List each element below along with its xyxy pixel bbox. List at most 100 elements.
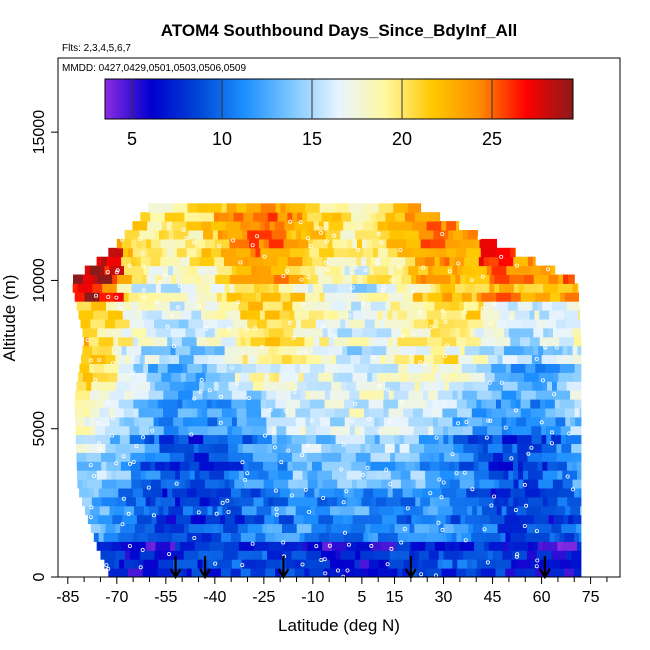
heat-cell bbox=[506, 319, 523, 329]
heat-cell bbox=[553, 514, 564, 525]
heat-cell bbox=[541, 443, 557, 453]
heat-cell bbox=[293, 514, 305, 525]
heat-cell bbox=[73, 274, 84, 284]
sample-point bbox=[437, 477, 442, 482]
heat-cell bbox=[394, 434, 400, 444]
colorbar-tick-label: 5 bbox=[127, 129, 137, 149]
heat-cell bbox=[246, 399, 262, 409]
heat-cell bbox=[474, 283, 490, 293]
heat-cell bbox=[378, 532, 389, 542]
heat-cell bbox=[329, 336, 335, 347]
heat-cell bbox=[317, 238, 329, 249]
sample-point bbox=[418, 360, 423, 365]
heat-cell bbox=[365, 212, 372, 222]
heat-cell bbox=[493, 301, 499, 311]
heat-cell bbox=[255, 532, 266, 542]
heat-cell bbox=[171, 274, 177, 284]
heat-cell bbox=[258, 470, 269, 480]
heat-cell bbox=[412, 488, 423, 498]
heat-cell bbox=[555, 416, 566, 427]
heat-cell bbox=[510, 532, 521, 542]
heat-cell bbox=[193, 354, 209, 364]
heat-cell bbox=[400, 381, 416, 391]
heat-cell bbox=[472, 265, 488, 275]
heat-cell bbox=[300, 363, 311, 373]
heat-cell bbox=[541, 425, 547, 436]
heat-cell bbox=[351, 212, 367, 222]
heat-cell bbox=[467, 505, 473, 516]
heat-cell bbox=[415, 345, 431, 356]
heat-cell bbox=[454, 256, 465, 267]
heat-cell bbox=[466, 488, 472, 498]
heat-cell bbox=[205, 514, 221, 525]
heat-cell bbox=[333, 336, 350, 347]
sample-point bbox=[140, 251, 145, 256]
heat-cell bbox=[433, 425, 444, 436]
heat-cell bbox=[374, 390, 385, 400]
heat-cell bbox=[341, 212, 352, 222]
heat-cell bbox=[214, 327, 221, 338]
heat-cell bbox=[298, 479, 309, 489]
heat-cell bbox=[508, 327, 520, 338]
heat-cell bbox=[359, 425, 366, 436]
heat-cell bbox=[291, 550, 307, 560]
heat-cell bbox=[282, 523, 298, 533]
sample-point bbox=[534, 356, 539, 361]
heat-cell bbox=[401, 274, 412, 284]
heat-cell bbox=[408, 319, 415, 329]
heat-cell bbox=[513, 256, 529, 267]
heat-cell bbox=[572, 345, 578, 356]
sample-point bbox=[192, 536, 197, 541]
heat-cell bbox=[523, 470, 529, 480]
heat-cell bbox=[292, 461, 308, 471]
heat-cell bbox=[169, 461, 181, 471]
heat-cell bbox=[104, 559, 115, 569]
heat-cell bbox=[153, 416, 160, 427]
heat-cell bbox=[239, 372, 251, 382]
heat-cell bbox=[340, 319, 346, 329]
heat-cell bbox=[444, 541, 451, 551]
heat-cell bbox=[140, 212, 151, 222]
heat-cell bbox=[314, 336, 320, 347]
heat-cell bbox=[142, 310, 148, 320]
heat-cell bbox=[160, 496, 176, 507]
heat-cell bbox=[247, 319, 258, 329]
heat-cell bbox=[144, 354, 160, 364]
heat-cell bbox=[572, 283, 579, 293]
heat-cell bbox=[525, 488, 541, 498]
sample-point bbox=[529, 445, 534, 450]
heat-cell bbox=[355, 452, 372, 462]
heat-cell bbox=[150, 212, 166, 222]
heat-cell bbox=[134, 523, 146, 533]
sample-point bbox=[238, 260, 243, 265]
sample-point bbox=[134, 444, 139, 449]
heat-cell bbox=[243, 470, 260, 480]
heat-cell bbox=[316, 434, 332, 444]
sample-point bbox=[570, 487, 575, 492]
heat-cell bbox=[246, 416, 258, 427]
heat-cell bbox=[344, 292, 355, 302]
heat-cell bbox=[570, 505, 581, 516]
heat-cell bbox=[429, 523, 440, 533]
heat-cell bbox=[306, 381, 318, 391]
sample-point bbox=[288, 219, 293, 224]
heat-cell bbox=[392, 488, 404, 498]
heat-cell bbox=[115, 523, 121, 533]
heat-cell bbox=[501, 390, 517, 400]
heat-cell bbox=[544, 488, 560, 498]
heat-cell bbox=[454, 461, 460, 471]
heat-cell bbox=[164, 523, 170, 533]
heat-cell bbox=[418, 230, 434, 240]
heat-cell bbox=[509, 372, 525, 382]
heat-cell bbox=[339, 505, 356, 516]
heat-cell bbox=[351, 461, 367, 471]
sample-point bbox=[339, 467, 344, 472]
heat-cell bbox=[150, 541, 157, 551]
heat-cell bbox=[217, 390, 233, 400]
heat-cell bbox=[478, 461, 490, 471]
sample-point bbox=[189, 432, 194, 437]
heat-cell bbox=[392, 336, 399, 347]
heat-cell bbox=[365, 443, 371, 453]
heat-cell bbox=[290, 390, 302, 400]
heat-cell bbox=[138, 416, 155, 427]
